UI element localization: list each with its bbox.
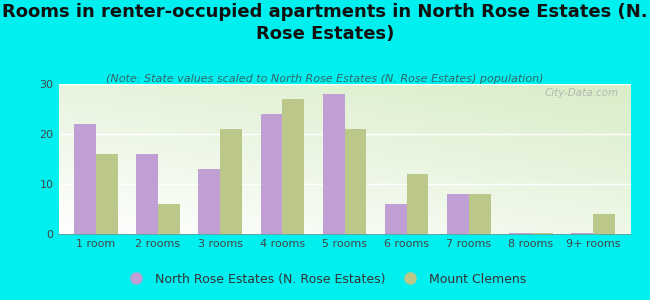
Bar	[282, 99, 304, 234]
Bar	[531, 233, 552, 234]
Bar	[593, 214, 615, 234]
Bar	[136, 154, 158, 234]
Bar	[323, 94, 345, 234]
Text: (Note: State values scaled to North Rose Estates (N. Rose Estates) population): (Note: State values scaled to North Rose…	[106, 74, 544, 83]
Text: City-Data.com: City-Data.com	[545, 88, 619, 98]
Bar	[469, 194, 491, 234]
Bar	[261, 114, 282, 234]
Bar	[220, 129, 242, 234]
Bar	[74, 124, 96, 234]
Bar	[509, 233, 531, 234]
Bar	[198, 169, 220, 234]
Bar	[447, 194, 469, 234]
Bar	[158, 204, 180, 234]
Legend: North Rose Estates (N. Rose Estates), Mount Clemens: North Rose Estates (N. Rose Estates), Mo…	[118, 268, 532, 291]
Bar	[344, 129, 366, 234]
Bar	[385, 204, 407, 234]
Text: Rooms in renter-occupied apartments in North Rose Estates (N.
Rose Estates): Rooms in renter-occupied apartments in N…	[2, 3, 648, 43]
Bar	[407, 174, 428, 234]
Bar	[571, 233, 593, 234]
Bar	[96, 154, 118, 234]
